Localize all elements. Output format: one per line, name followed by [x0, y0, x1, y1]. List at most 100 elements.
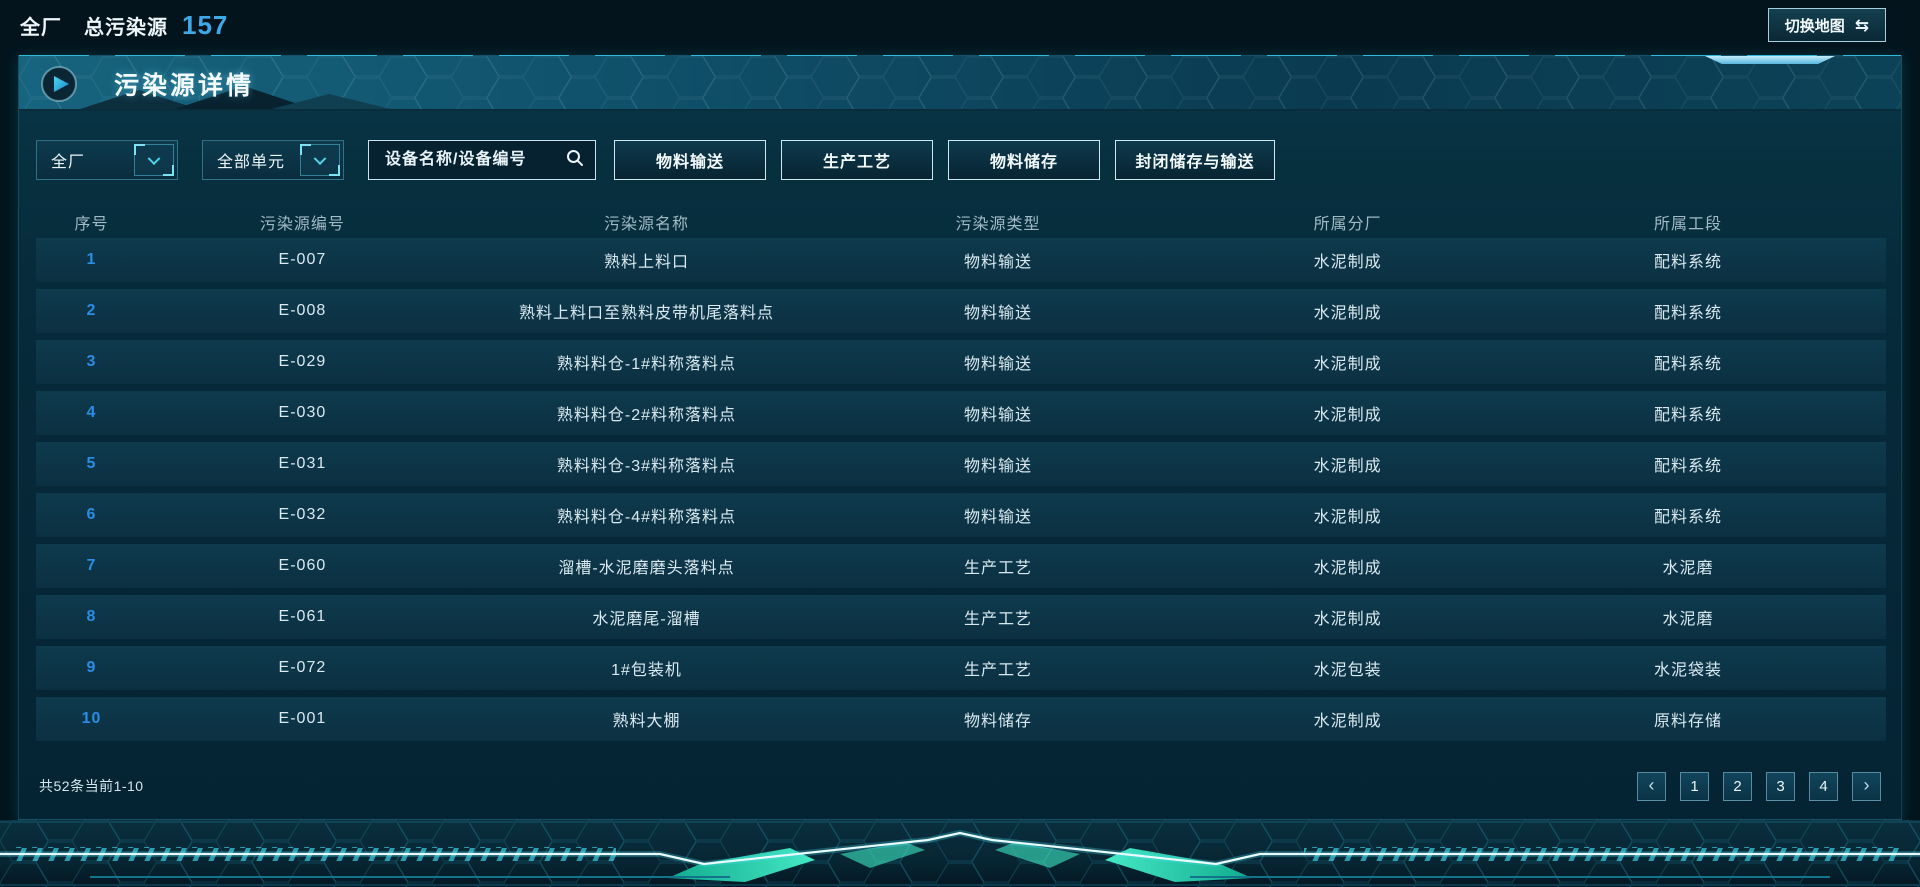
cell-source-name: 熟料料仓-3#料称落料点: [556, 458, 737, 475]
filter-button-material-transport[interactable]: 物料输送: [614, 140, 766, 180]
col-header-factory: 所属分厂: [1313, 216, 1382, 233]
pagination-page-3[interactable]: 3: [1766, 771, 1795, 801]
cell-source-code: E-072: [278, 659, 327, 676]
cell-section: 配料系统: [1654, 305, 1723, 322]
row-index: 3: [86, 353, 97, 370]
col-header-source-type: 污染源类型: [955, 216, 1041, 233]
cell-factory: 水泥包装: [1313, 662, 1382, 679]
cell-source-type: 生产工艺: [963, 662, 1032, 679]
device-search-box: [368, 140, 596, 180]
pagination-prev-button[interactable]: ‹: [1637, 771, 1666, 801]
cell-source-name: 水泥磨尾-溜槽: [592, 611, 701, 628]
switch-map-button[interactable]: 切换地图 ⇆: [1767, 8, 1886, 42]
row-index: 9: [86, 659, 97, 676]
filter-button-production-process[interactable]: 生产工艺: [781, 140, 933, 180]
table-row[interactable]: 9 E-072 1#包装机 生产工艺 水泥包装 水泥袋装: [36, 646, 1886, 690]
unit-select[interactable]: 全部单元: [202, 140, 344, 180]
cell-source-code: E-008: [278, 302, 327, 319]
factory-select-value: 全厂: [51, 154, 86, 171]
cell-source-name: 熟料上料口至熟料皮带机尾落料点: [518, 305, 774, 322]
table-row[interactable]: 1 E-007 熟料上料口 物料输送 水泥制成 配料系统: [36, 238, 1886, 282]
row-index: 6: [86, 506, 97, 523]
swap-arrows-icon: ⇆: [1854, 15, 1869, 35]
table-row[interactable]: 4 E-030 熟料料仓-2#料称落料点 物料输送 水泥制成 配料系统: [36, 391, 1886, 435]
switch-map-label: 切换地图: [1784, 17, 1845, 35]
unit-select-toggle[interactable]: [300, 144, 340, 176]
chevron-left-icon: ‹: [1648, 775, 1655, 795]
row-index: 7: [86, 557, 97, 574]
cell-source-code: E-032: [278, 506, 327, 523]
chevron-down-icon: [147, 152, 161, 166]
col-header-index: 序号: [74, 216, 109, 233]
table-row[interactable]: 5 E-031 熟料料仓-3#料称落料点 物料输送 水泥制成 配料系统: [36, 442, 1886, 486]
cell-factory: 水泥制成: [1313, 407, 1382, 424]
cell-source-code: E-031: [278, 455, 327, 472]
magnifier-icon[interactable]: [565, 148, 585, 173]
cell-section: 配料系统: [1654, 407, 1723, 424]
cell-source-name: 熟料上料口: [603, 254, 689, 271]
cell-source-code: E-060: [278, 557, 327, 574]
table-row[interactable]: 8 E-061 水泥磨尾-溜槽 生产工艺 水泥制成 水泥磨: [36, 595, 1886, 639]
cell-section: 配料系统: [1654, 254, 1723, 271]
cell-source-code: E-029: [278, 353, 327, 370]
cell-factory: 水泥制成: [1313, 458, 1382, 475]
table-header: 序号 污染源编号 污染源名称 污染源类型 所属分厂 所属工段: [36, 206, 1886, 238]
footer-decoration: [0, 820, 1920, 887]
scope-label: 全厂: [20, 16, 62, 39]
cell-source-name: 溜槽-水泥磨磨头落料点: [558, 560, 735, 577]
cell-source-type: 物料输送: [963, 305, 1032, 322]
row-index: 10: [81, 710, 102, 727]
cell-factory: 水泥制成: [1313, 611, 1382, 628]
table-footer: 共52条当前1-10 ‹ 1 2 3 4 ›: [39, 764, 1881, 808]
cell-source-code: E-061: [278, 608, 327, 625]
cell-source-name: 熟料料仓-4#料称落料点: [556, 509, 737, 526]
pagination-page-4[interactable]: 4: [1809, 771, 1838, 801]
table-row[interactable]: 6 E-032 熟料料仓-4#料称落料点 物料输送 水泥制成 配料系统: [36, 493, 1886, 537]
panel-title: 污染源详情: [114, 71, 255, 100]
cell-source-name: 1#包装机: [611, 662, 682, 679]
cell-source-type: 生产工艺: [963, 560, 1032, 577]
unit-select-value: 全部单元: [217, 154, 286, 171]
table-row[interactable]: 2 E-008 熟料上料口至熟料皮带机尾落料点 物料输送 水泥制成 配料系统: [36, 289, 1886, 333]
cell-factory: 水泥制成: [1313, 713, 1382, 730]
pagination-next-button[interactable]: ›: [1852, 771, 1881, 801]
total-pollution-count: 157: [182, 9, 229, 40]
factory-select[interactable]: 全厂: [36, 140, 178, 180]
cell-section: 水泥磨: [1662, 560, 1714, 577]
cell-source-type: 物料储存: [963, 713, 1032, 730]
factory-select-toggle[interactable]: [134, 144, 174, 176]
header-notch-decoration: [1705, 56, 1835, 64]
cell-factory: 水泥制成: [1313, 356, 1382, 373]
row-index: 1: [86, 251, 97, 268]
cell-section: 配料系统: [1654, 458, 1723, 475]
row-index: 4: [86, 404, 97, 421]
table-row[interactable]: 10 E-001 熟料大棚 物料储存 水泥制成 原料存储: [36, 697, 1886, 741]
cell-source-name: 熟料料仓-1#料称落料点: [556, 356, 737, 373]
pagination-page-1[interactable]: 1: [1680, 771, 1709, 801]
cell-source-code: E-007: [278, 251, 327, 268]
row-index: 8: [86, 608, 97, 625]
cell-source-type: 生产工艺: [963, 611, 1032, 628]
row-index: 5: [86, 455, 97, 472]
col-header-source-code: 污染源编号: [259, 216, 345, 233]
table-row[interactable]: 3 E-029 熟料料仓-1#料称落料点 物料输送 水泥制成 配料系统: [36, 340, 1886, 384]
device-search-input[interactable]: [383, 150, 565, 170]
filter-button-material-storage[interactable]: 物料储存: [948, 140, 1100, 180]
pagination-page-2[interactable]: 2: [1723, 771, 1752, 801]
table-row[interactable]: 7 E-060 溜槽-水泥磨磨头落料点 生产工艺 水泥制成 水泥磨: [36, 544, 1886, 588]
cell-section: 原料存储: [1654, 713, 1723, 730]
filter-button-closed-storage-transport[interactable]: 封闭储存与输送: [1115, 140, 1275, 180]
row-index: 2: [86, 302, 97, 319]
cell-factory: 水泥制成: [1313, 254, 1382, 271]
cell-source-name: 熟料料仓-2#料称落料点: [556, 407, 737, 424]
play-circle-icon: [39, 64, 79, 104]
pollution-detail-panel: 污染源详情 全厂 全部单元: [18, 55, 1902, 820]
cell-source-name: 熟料大棚: [612, 713, 681, 730]
col-header-source-name: 污染源名称: [603, 216, 689, 233]
cell-source-type: 物料输送: [963, 458, 1032, 475]
header-band-decoration: [19, 56, 1901, 111]
topbar: 全厂 总污染源 157 切换地图 ⇆: [0, 0, 1920, 50]
cell-source-type: 物料输送: [963, 356, 1032, 373]
cell-factory: 水泥制成: [1313, 509, 1382, 526]
